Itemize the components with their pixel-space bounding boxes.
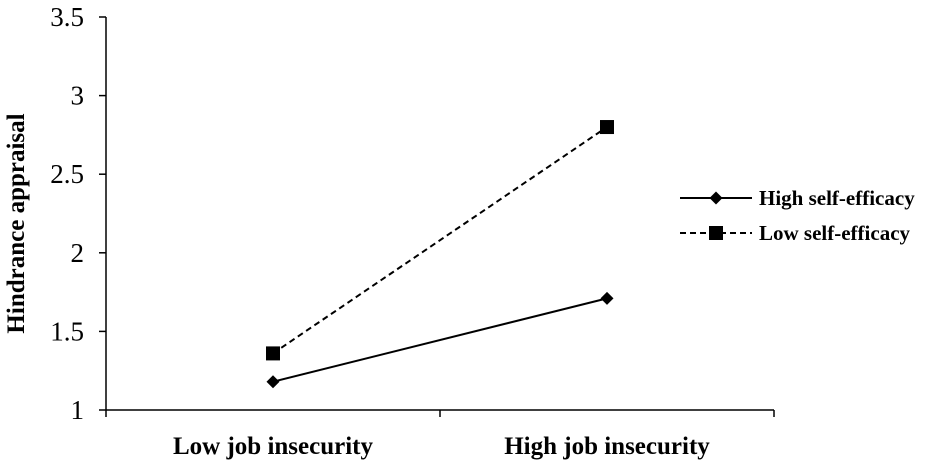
y-tick-label: 1.5 [50, 316, 84, 346]
series-line [272, 126, 608, 355]
y-tick-label: 3 [71, 81, 85, 111]
y-tick-label: 3.5 [50, 2, 84, 32]
data-point [600, 120, 614, 135]
series-layer [266, 120, 614, 389]
y-axis-title: Hindrance appraisal [3, 113, 30, 333]
x-ticks: Low job insecurity High job insecurity [105, 410, 775, 460]
axes: 1 1.5 2 2.5 3 3.5 Low job insecurity High job … [50, 2, 775, 460]
series-high-self-efficacy [266, 291, 614, 389]
legend-label: Low self-efficacy [759, 221, 911, 245]
legend-label: High self-efficacy [759, 186, 915, 210]
legend-entry: Low self-efficacy [680, 221, 911, 245]
data-point [600, 291, 614, 305]
y-tick-label: 2 [71, 238, 85, 268]
legend: High self-efficacy Low self-efficacy [680, 186, 915, 245]
y-tick-label: 1 [71, 395, 85, 425]
legend-marker [709, 226, 723, 240]
data-point [266, 346, 280, 361]
series-low-self-efficacy [266, 120, 614, 361]
x-category-label: Low job insecurity [173, 433, 374, 460]
data-point [266, 375, 280, 389]
legend-marker [709, 191, 723, 205]
series-line [272, 297, 608, 383]
legend-entry: High self-efficacy [680, 186, 915, 210]
y-ticks: 1 1.5 2 2.5 3 3.5 [50, 2, 106, 425]
y-tick-label: 2.5 [50, 159, 84, 189]
x-category-label: High job insecurity [504, 433, 710, 460]
